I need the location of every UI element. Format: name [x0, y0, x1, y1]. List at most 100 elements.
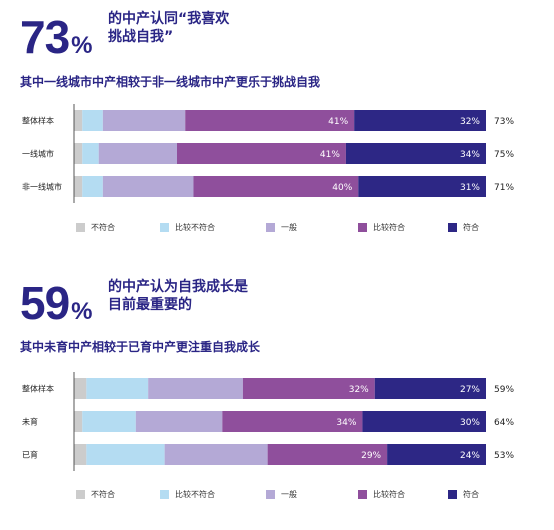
- legend-label: 符合: [463, 223, 479, 232]
- headline-text-2-line2: 目前最重要的: [108, 297, 192, 313]
- bar-segment: [74, 110, 83, 131]
- chart-legend-1: 不符合 比较不符合 一般 比较符合 符合: [76, 222, 496, 236]
- data-label: 29%: [361, 451, 381, 461]
- headline-number-1: 73: [20, 11, 70, 63]
- bar-segment: [222, 411, 363, 432]
- headline-number-2: 59: [20, 277, 70, 329]
- headline-text-2-line1: 的中产认为自我成长是: [108, 279, 248, 295]
- data-label: 31%: [460, 183, 480, 193]
- legend-swatch: [160, 490, 169, 499]
- data-label: 30%: [460, 418, 480, 428]
- legend-label: 符合: [463, 490, 479, 499]
- data-label: 40%: [332, 183, 352, 193]
- bar-segment: [82, 110, 103, 131]
- legend-item: 比较不符合: [160, 489, 215, 500]
- legend-swatch: [160, 223, 169, 232]
- bar-segment: [362, 411, 486, 432]
- headline-text-1-line2: 挑战自我”: [108, 29, 174, 45]
- legend-swatch: [448, 223, 457, 232]
- bar-segment: [148, 378, 243, 399]
- legend-item: 不符合: [76, 222, 115, 233]
- bar-segment: [164, 444, 268, 465]
- bar-segment: [82, 143, 99, 164]
- data-label: 32%: [460, 117, 480, 127]
- legend-label: 比较符合: [373, 223, 405, 232]
- legend-swatch: [76, 223, 85, 232]
- legend-label: 不符合: [91, 490, 115, 499]
- total-label: 64%: [494, 418, 514, 428]
- total-label: 73%: [494, 117, 514, 127]
- bar-segment: [358, 176, 486, 197]
- legend-item: 比较符合: [358, 489, 405, 500]
- stacked-bar-chart-2: 整体样本 32% 27% 59% 未育 34% 30% 64% 已育 29% 24% 53%: [22, 372, 514, 471]
- data-label: 41%: [320, 150, 340, 160]
- bar-segment: [102, 176, 194, 197]
- bar-segment: [185, 110, 355, 131]
- bar-segment: [86, 378, 149, 399]
- legend-swatch: [266, 223, 275, 232]
- bar-segment: [267, 444, 388, 465]
- data-label: 34%: [336, 418, 356, 428]
- bar-segment: [82, 411, 136, 432]
- legend-swatch: [448, 490, 457, 499]
- headline-text-2: 的中产认为自我成长是 目前最重要的: [108, 278, 248, 314]
- bar-segment: [374, 378, 486, 399]
- total-label: 71%: [494, 183, 514, 193]
- bar-segment: [82, 176, 103, 197]
- category-label: 整体样本: [22, 116, 54, 126]
- legend-item: 比较不符合: [160, 222, 215, 233]
- legend-label: 比较符合: [373, 490, 405, 499]
- headline-percent-2: %: [71, 298, 93, 325]
- legend-swatch: [358, 490, 367, 499]
- legend-label: 比较不符合: [175, 490, 215, 499]
- bar-segment: [74, 378, 87, 399]
- bar-segment: [345, 143, 486, 164]
- legend-item: 比较符合: [358, 222, 405, 233]
- total-label: 75%: [494, 150, 514, 160]
- stacked-bar-chart-1: 整体样本 41% 32% 73% 一线城市 41% 34% 75% 非一线城市 40% 31% 71%: [22, 104, 514, 203]
- legend-label: 比较不符合: [175, 223, 215, 232]
- bar-segment: [387, 444, 486, 465]
- category-label: 一线城市: [22, 149, 54, 159]
- data-label: 27%: [460, 385, 480, 395]
- bar-segment: [86, 444, 165, 465]
- legend-swatch: [76, 490, 85, 499]
- legend-item: 符合: [448, 222, 479, 233]
- data-label: 34%: [460, 150, 480, 160]
- legend-label: 一般: [281, 223, 297, 232]
- bar-segment: [74, 411, 83, 432]
- data-label: 41%: [328, 117, 348, 127]
- headline-text-1-line1: 的中产认同“我喜欢: [108, 11, 230, 27]
- bar-segment: [74, 444, 87, 465]
- bar-segment: [74, 143, 83, 164]
- total-label: 59%: [494, 385, 514, 395]
- bar-segment: [74, 176, 83, 197]
- legend-label: 一般: [281, 490, 297, 499]
- category-label: 未育: [22, 417, 38, 427]
- legend-item: 符合: [448, 489, 479, 500]
- bar-segment: [242, 378, 375, 399]
- chart-subtitle-1: 其中一线城市中产相较于非一线城市中产更乐于挑战自我: [20, 75, 321, 89]
- category-label: 已育: [22, 450, 38, 460]
- bar-segment: [354, 110, 486, 131]
- category-label: 整体样本: [22, 384, 54, 394]
- legend-item: 一般: [266, 489, 297, 500]
- legend-item: 不符合: [76, 489, 115, 500]
- bar-segment: [193, 176, 359, 197]
- chart-legend-2: 不符合 比较不符合 一般 比较符合 符合: [76, 489, 496, 503]
- headline-stat-1: 73%: [20, 14, 93, 60]
- bar-segment: [98, 143, 177, 164]
- headline-percent-1: %: [71, 32, 93, 59]
- data-label: 24%: [460, 451, 480, 461]
- legend-label: 不符合: [91, 223, 115, 232]
- legend-item: 一般: [266, 222, 297, 233]
- data-label: 32%: [349, 385, 369, 395]
- legend-swatch: [358, 223, 367, 232]
- bar-segment: [135, 411, 223, 432]
- bar-segment: [102, 110, 186, 131]
- chart-subtitle-2: 其中未育中产相较于已育中产更注重自我成长: [20, 340, 261, 354]
- legend-swatch: [266, 490, 275, 499]
- bar-segment: [177, 143, 346, 164]
- headline-text-1: 的中产认同“我喜欢 挑战自我”: [108, 10, 229, 46]
- total-label: 53%: [494, 451, 514, 461]
